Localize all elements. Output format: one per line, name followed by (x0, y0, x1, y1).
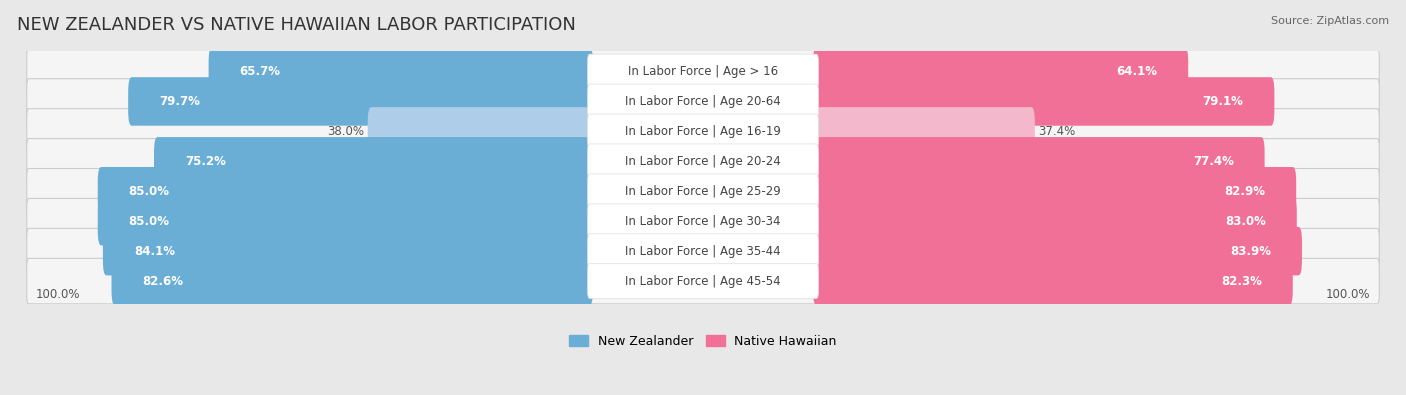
FancyBboxPatch shape (813, 197, 1296, 245)
Text: Source: ZipAtlas.com: Source: ZipAtlas.com (1271, 16, 1389, 26)
FancyBboxPatch shape (27, 228, 1379, 274)
Text: 84.1%: 84.1% (134, 245, 174, 258)
FancyBboxPatch shape (368, 107, 593, 156)
FancyBboxPatch shape (128, 77, 593, 126)
FancyBboxPatch shape (155, 137, 593, 186)
Text: 77.4%: 77.4% (1192, 155, 1233, 168)
Text: 79.7%: 79.7% (159, 95, 200, 108)
Text: 85.0%: 85.0% (129, 185, 170, 198)
Text: 83.9%: 83.9% (1230, 245, 1271, 258)
Text: In Labor Force | Age 20-64: In Labor Force | Age 20-64 (626, 95, 780, 108)
FancyBboxPatch shape (27, 79, 1379, 124)
Text: In Labor Force | Age > 16: In Labor Force | Age > 16 (628, 65, 778, 78)
FancyBboxPatch shape (98, 167, 593, 216)
Text: 79.1%: 79.1% (1202, 95, 1243, 108)
Text: In Labor Force | Age 16-19: In Labor Force | Age 16-19 (626, 125, 780, 138)
FancyBboxPatch shape (103, 227, 593, 275)
Text: 82.3%: 82.3% (1220, 275, 1261, 288)
FancyBboxPatch shape (588, 264, 818, 299)
Text: 82.6%: 82.6% (142, 275, 183, 288)
Text: 85.0%: 85.0% (129, 215, 170, 228)
FancyBboxPatch shape (27, 109, 1379, 154)
FancyBboxPatch shape (813, 227, 1302, 275)
Legend: New Zealander, Native Hawaiian: New Zealander, Native Hawaiian (564, 330, 842, 353)
FancyBboxPatch shape (27, 258, 1379, 304)
FancyBboxPatch shape (27, 169, 1379, 214)
FancyBboxPatch shape (27, 139, 1379, 184)
FancyBboxPatch shape (27, 49, 1379, 94)
FancyBboxPatch shape (813, 47, 1188, 96)
FancyBboxPatch shape (588, 84, 818, 119)
FancyBboxPatch shape (588, 174, 818, 209)
Text: 75.2%: 75.2% (186, 155, 226, 168)
FancyBboxPatch shape (27, 198, 1379, 244)
Text: 65.7%: 65.7% (239, 65, 281, 78)
FancyBboxPatch shape (588, 204, 818, 239)
Text: In Labor Force | Age 35-44: In Labor Force | Age 35-44 (626, 245, 780, 258)
Text: 37.4%: 37.4% (1038, 125, 1076, 138)
FancyBboxPatch shape (813, 137, 1264, 186)
FancyBboxPatch shape (588, 234, 818, 269)
Text: In Labor Force | Age 25-29: In Labor Force | Age 25-29 (626, 185, 780, 198)
FancyBboxPatch shape (813, 167, 1296, 216)
FancyBboxPatch shape (208, 47, 593, 96)
FancyBboxPatch shape (813, 107, 1035, 156)
Text: 64.1%: 64.1% (1116, 65, 1157, 78)
Text: 82.9%: 82.9% (1225, 185, 1265, 198)
Text: In Labor Force | Age 20-24: In Labor Force | Age 20-24 (626, 155, 780, 168)
Text: 38.0%: 38.0% (328, 125, 364, 138)
Text: In Labor Force | Age 30-34: In Labor Force | Age 30-34 (626, 215, 780, 228)
Text: 83.0%: 83.0% (1225, 215, 1265, 228)
Text: 100.0%: 100.0% (35, 288, 80, 301)
FancyBboxPatch shape (588, 54, 818, 89)
Text: NEW ZEALANDER VS NATIVE HAWAIIAN LABOR PARTICIPATION: NEW ZEALANDER VS NATIVE HAWAIIAN LABOR P… (17, 16, 575, 34)
FancyBboxPatch shape (111, 257, 593, 305)
FancyBboxPatch shape (813, 77, 1274, 126)
FancyBboxPatch shape (98, 197, 593, 245)
FancyBboxPatch shape (813, 257, 1292, 305)
Text: 100.0%: 100.0% (1326, 288, 1371, 301)
FancyBboxPatch shape (588, 114, 818, 149)
Text: In Labor Force | Age 45-54: In Labor Force | Age 45-54 (626, 275, 780, 288)
FancyBboxPatch shape (588, 144, 818, 179)
